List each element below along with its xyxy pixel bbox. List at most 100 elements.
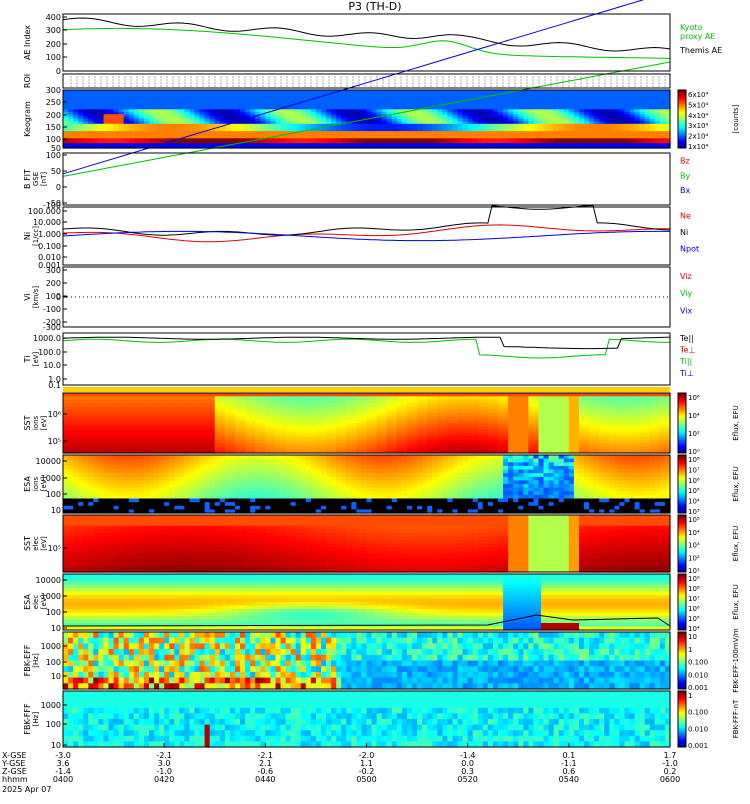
esa_i-cell (78, 491, 84, 496)
keogram-cell (543, 135, 550, 139)
esa_i-cell (265, 455, 271, 460)
keogram-cell (310, 94, 317, 98)
keogram-cell (280, 114, 287, 118)
esa_i-cell (361, 469, 368, 474)
sst_i-cell (275, 419, 287, 424)
keogram-cell (604, 128, 610, 132)
sst_i-cell (204, 423, 216, 427)
keogram-cell (462, 114, 469, 118)
keogram-cell (315, 133, 322, 137)
sst_i-cell (508, 396, 519, 401)
keogram-cell (381, 140, 388, 144)
esa_i-cell (174, 465, 180, 471)
esa_i-cell (235, 462, 241, 467)
keogram-cell (366, 106, 373, 110)
keogram-cell (543, 145, 550, 149)
keogram-cell (498, 116, 504, 120)
keogram-cell (169, 92, 175, 96)
keogram-cell (442, 104, 449, 108)
keogram-cell (432, 135, 438, 139)
esa_i-cell (103, 509, 110, 514)
sst_i-cell (184, 439, 196, 444)
keogram-cell (493, 119, 499, 122)
keogram-cell (275, 99, 282, 103)
keogram-cell (93, 90, 99, 93)
sst_i-cell (407, 399, 418, 404)
keogram-cell (493, 99, 499, 103)
esa_i-cell (346, 476, 352, 481)
keogram-cell (579, 126, 585, 130)
sst_i-cell (619, 446, 631, 451)
sst_i-cell (265, 423, 276, 427)
sst_i-cell (659, 436, 671, 441)
keogram-cell (498, 128, 504, 132)
keogram-cell (412, 131, 418, 135)
keogram-cell (594, 99, 600, 103)
keogram-cell (63, 121, 69, 125)
esa_i-cell (149, 509, 155, 514)
keogram-cell (154, 99, 160, 103)
esa_i-cell (321, 462, 327, 467)
sst_i-cell (558, 449, 570, 454)
keogram-cell (417, 97, 423, 101)
keogram-cell (523, 90, 529, 93)
keogram-cell (503, 123, 509, 127)
keogram-cell (624, 114, 631, 118)
keogram-cell (533, 121, 540, 125)
esa_i-cell (371, 473, 378, 478)
keogram-cell (118, 90, 125, 93)
esa_i-cell (123, 509, 130, 514)
keogram-cell (63, 123, 69, 127)
keogram-cell (599, 106, 605, 110)
keogram-cell (204, 133, 211, 137)
keogram-cell (179, 106, 185, 110)
esa_i-cell (351, 487, 357, 492)
keogram-cell (371, 99, 378, 103)
esa_i-cell (346, 480, 352, 485)
sst_i-cell (123, 403, 135, 407)
keogram-cell (108, 106, 115, 110)
sst_i-cell (386, 416, 398, 421)
esa_i-cell (128, 484, 135, 489)
keogram-cell (149, 116, 155, 120)
keogram-cell (113, 133, 120, 137)
keogram-cell (493, 109, 499, 113)
keogram-cell (589, 102, 595, 106)
sst_i-cell (204, 436, 216, 441)
keogram-cell (189, 143, 196, 147)
esa_i-cell (376, 509, 383, 514)
sst_i-cell (508, 403, 519, 407)
keogram-cell (533, 111, 540, 115)
keogram-cell (199, 106, 206, 110)
keogram-cell (78, 116, 84, 120)
keogram-cell (184, 111, 191, 115)
keogram-cell (594, 128, 600, 132)
keogram-cell (68, 106, 74, 110)
esa_i-cell (321, 484, 327, 489)
keogram-cell (98, 97, 105, 101)
esa_i-cell (265, 462, 271, 467)
keogram-cell (346, 92, 352, 96)
keogram-cell (508, 126, 514, 130)
esa_i-cell (88, 473, 94, 478)
keogram-cell (487, 90, 494, 93)
keogram-cell (103, 111, 110, 115)
esa_i-cell (123, 473, 130, 478)
keogram-cell (604, 106, 610, 110)
sst_i-cell (548, 409, 560, 414)
esa_i-cell (285, 469, 292, 474)
keogram-cell (361, 116, 368, 120)
keogram-cell (579, 97, 585, 101)
keogram-cell (83, 104, 89, 108)
keogram-cell (103, 114, 110, 118)
keogram-cell (290, 111, 297, 115)
keogram-cell (437, 99, 443, 103)
keogram-cell (538, 123, 545, 127)
keogram-cell (133, 126, 140, 130)
keogram-cell (118, 94, 125, 98)
sst_i-cell (315, 436, 327, 441)
keogram-cell (558, 102, 565, 106)
keogram-cell (386, 145, 393, 149)
keogram-cell (477, 106, 484, 110)
keogram-cell (432, 126, 438, 130)
